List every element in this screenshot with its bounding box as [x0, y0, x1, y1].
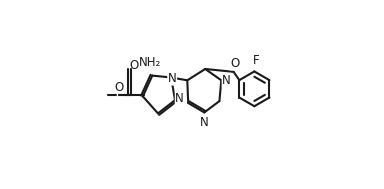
Text: N: N [175, 92, 184, 105]
Text: O: O [130, 59, 139, 72]
Text: N: N [222, 74, 231, 87]
Text: F: F [253, 54, 260, 67]
Text: O: O [114, 81, 124, 94]
Text: N: N [168, 72, 177, 85]
Text: O: O [230, 57, 239, 70]
Text: NH₂: NH₂ [139, 56, 162, 69]
Text: N: N [200, 116, 209, 129]
